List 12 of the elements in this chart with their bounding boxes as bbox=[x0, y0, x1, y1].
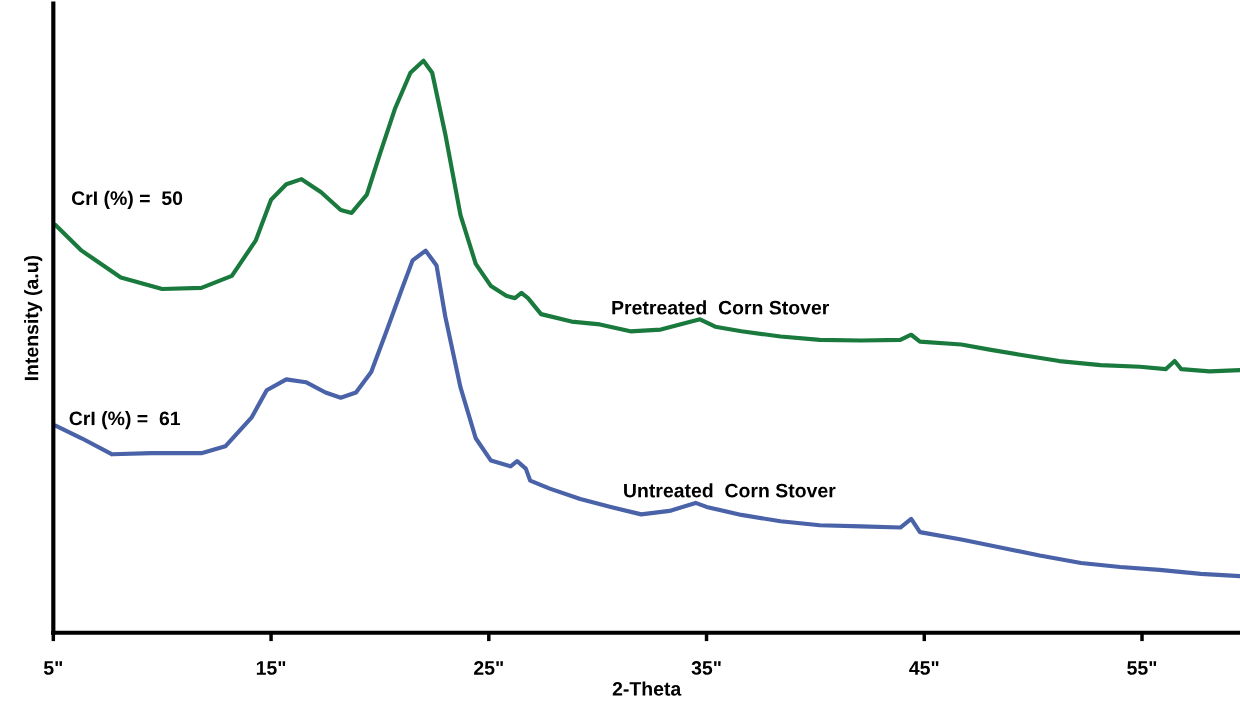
annotation: CrI (%) = 61 bbox=[69, 411, 181, 430]
x-tick-label: 45" bbox=[909, 661, 939, 675]
x-tick-label: 25" bbox=[474, 661, 503, 675]
series-label: Pretreated Corn Stover bbox=[612, 300, 830, 315]
series-label: Untreated Corn Stover bbox=[624, 483, 836, 498]
x-tick-label: 35" bbox=[691, 661, 721, 675]
x-tick-label: 5" bbox=[43, 661, 63, 675]
x-tick-label: 55" bbox=[1127, 661, 1157, 675]
x-axis-title: 2-Theta bbox=[612, 681, 682, 696]
y-axis-title: Intensity (a.u) bbox=[24, 255, 43, 381]
x-tick-label: 15" bbox=[256, 661, 286, 675]
annotation: CrI (%) = 50 bbox=[71, 190, 183, 209]
